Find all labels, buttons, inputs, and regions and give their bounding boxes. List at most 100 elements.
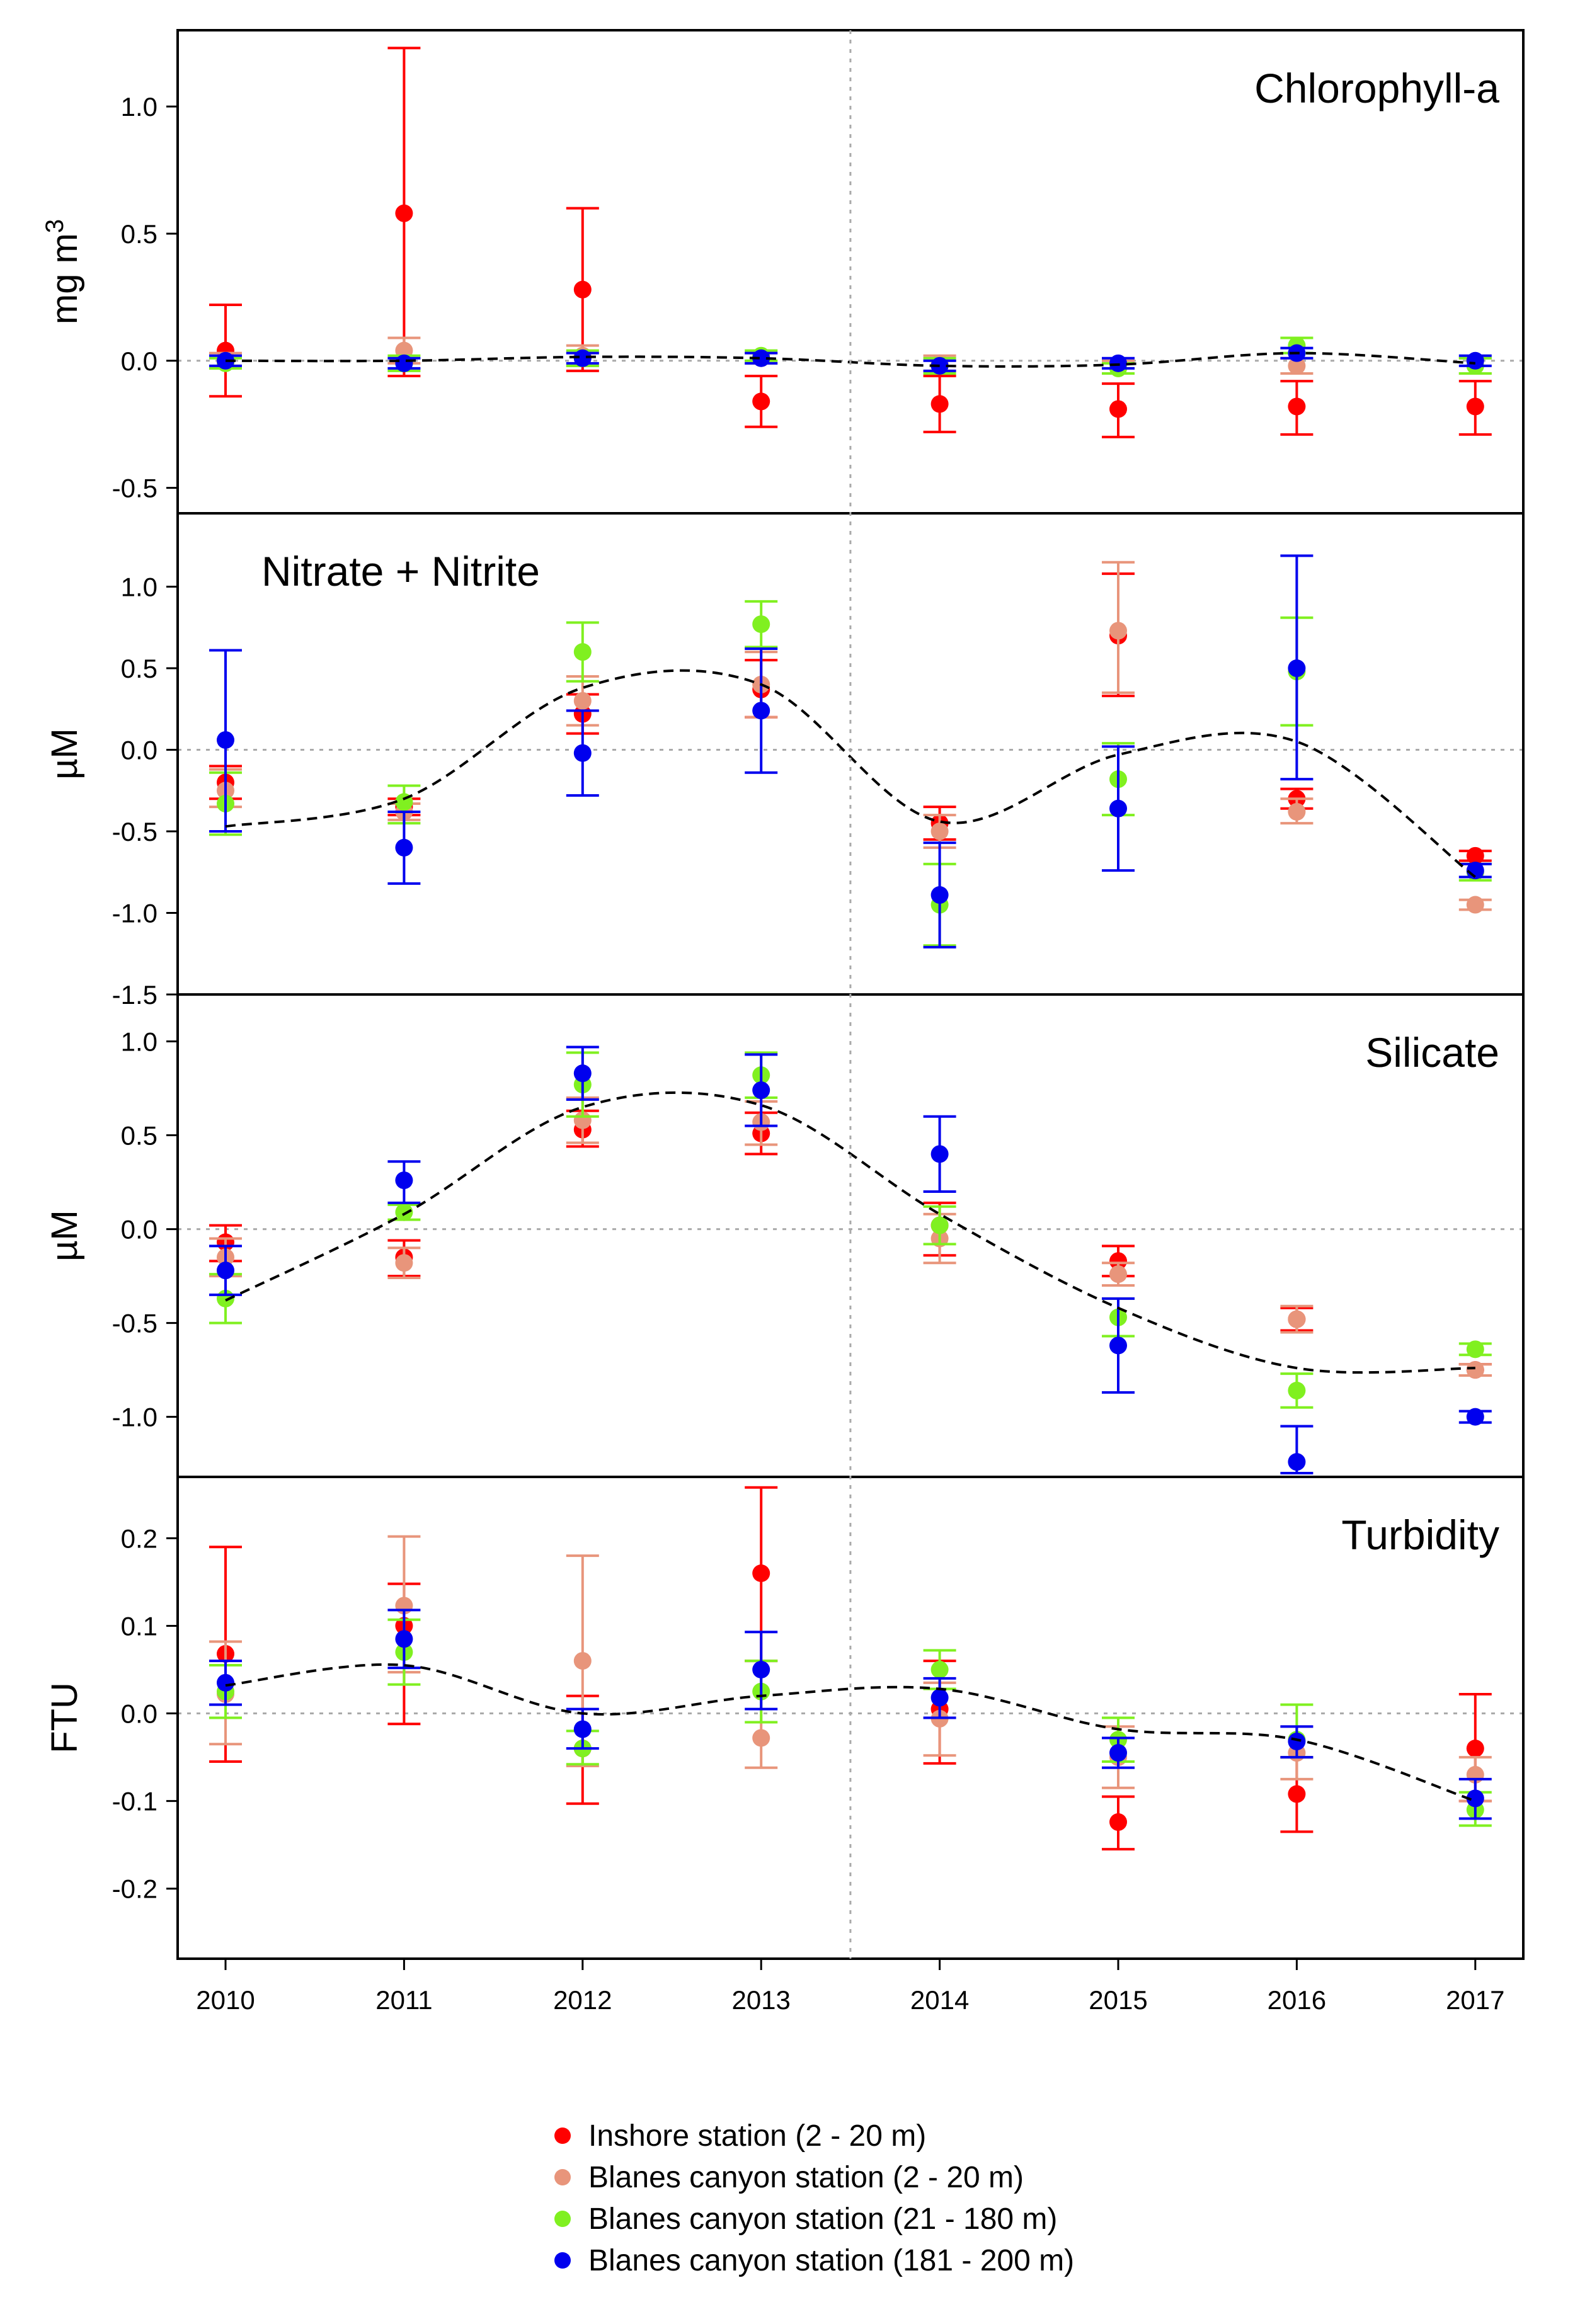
data-point	[1466, 896, 1484, 914]
y-tick-label: 0.5	[121, 654, 157, 683]
data-point	[752, 1729, 770, 1747]
legend-label-inshore: Inshore station (2 - 20 m)	[588, 2119, 927, 2153]
panels-layer: 1.0 0.5 0.0 -0.5 mg m3 Chlorophyll-a 1.0 0.5 0.0…	[41, 29, 1525, 1960]
legend-marker-canyon-21-180	[554, 2211, 571, 2227]
data-point	[1109, 354, 1127, 372]
data-point	[1109, 622, 1127, 640]
data-point	[1109, 1744, 1127, 1762]
panel-title: Silicate	[1365, 1029, 1499, 1076]
data-point	[752, 349, 770, 367]
legend: Inshore station (2 - 20 m) Blanes canyon…	[554, 2115, 1310, 2281]
data-point	[395, 354, 413, 372]
series-2	[209, 561, 1492, 914]
data-point	[217, 731, 234, 749]
data-point	[930, 823, 949, 841]
y-tick-label: 0.0	[121, 1215, 157, 1245]
data-point	[1109, 400, 1127, 418]
data-point	[395, 1203, 413, 1221]
data-point	[1466, 846, 1484, 865]
data-point	[1288, 1310, 1306, 1328]
x-tick-label: 2016	[1268, 1985, 1326, 2015]
y-tick-label: 0.0	[121, 736, 157, 765]
y-axis-label: mg m3	[41, 219, 85, 324]
data-point	[395, 204, 413, 222]
data-point	[930, 395, 949, 413]
data-point	[573, 692, 592, 710]
data-point	[573, 1652, 592, 1670]
y-tick-label: -1.0	[112, 1403, 157, 1432]
series-4	[209, 1045, 1492, 1475]
data-point	[1466, 351, 1484, 370]
legend-label-canyon-21-180: Blanes canyon station (21 - 180 m)	[588, 2202, 1058, 2236]
data-point	[217, 1673, 234, 1692]
y-tick-label: -0.2	[112, 1874, 157, 1904]
y-axis-label-superscript: 3	[41, 219, 69, 233]
series-1	[209, 1109, 1492, 1379]
x-axis: 2010 2011 2012 2013 2014 2015 2016 2017	[196, 1959, 1505, 2015]
panel-frame	[176, 1476, 1525, 1960]
trend-line	[225, 1663, 1476, 1803]
legend-label-canyon-181-200: Blanes canyon station (181 - 200 m)	[588, 2243, 1075, 2277]
data-point	[1466, 1340, 1484, 1359]
data-point	[1109, 799, 1127, 817]
data-point	[1466, 1740, 1484, 1758]
x-tick-label: 2013	[731, 1985, 790, 2015]
data-point	[1109, 1336, 1127, 1355]
data-point	[1109, 1813, 1127, 1831]
panel-title: Chlorophyll-a	[1254, 65, 1499, 111]
data-point	[1288, 356, 1306, 375]
y-tick-label: 1.0	[121, 92, 157, 122]
panel-chlorophyll: 1.0 0.5 0.0 -0.5 mg m3 Chlorophyll-a	[41, 29, 1525, 515]
data-point	[395, 838, 413, 857]
y-tick-label: 1.0	[121, 572, 157, 602]
data-point	[573, 280, 592, 299]
data-point	[217, 1262, 234, 1280]
data-point	[930, 1216, 949, 1234]
data-point	[573, 349, 592, 367]
y-tick-label: 0.1	[121, 1611, 157, 1641]
data-point	[752, 1564, 770, 1582]
y-axis-label: FTU	[44, 1682, 85, 1753]
data-point	[1288, 802, 1306, 821]
data-point	[1466, 397, 1484, 416]
y-tick-label: -1.0	[112, 899, 157, 928]
data-point	[1466, 1361, 1484, 1379]
y-tick-label: -1.5	[112, 980, 157, 1010]
legend-marker-canyon-2-20	[554, 2169, 571, 2185]
legend-label-canyon-2-20: Blanes canyon station (2 - 20 m)	[588, 2160, 1024, 2194]
x-tick-label: 2014	[910, 1985, 969, 2015]
data-point	[1288, 1785, 1306, 1803]
legend-marker-canyon-181-200	[554, 2252, 571, 2269]
data-point	[1109, 1265, 1127, 1284]
series-1	[209, 47, 1492, 438]
data-point	[752, 392, 770, 411]
data-point	[752, 702, 770, 720]
series-3	[209, 600, 1492, 947]
y-axis-label: µM	[44, 728, 85, 780]
data-point	[930, 1145, 949, 1163]
legend-item-canyon-2-20: Blanes canyon station (2 - 20 m)	[554, 2156, 1310, 2198]
data-point	[752, 615, 770, 634]
trend-line	[225, 669, 1477, 879]
panel-title: Nitrate + Nitrite	[261, 548, 540, 595]
y-tick-label: 0.2	[121, 1524, 157, 1553]
data-point	[930, 1689, 949, 1707]
data-point	[395, 1630, 413, 1648]
y-tick-label: -0.5	[112, 817, 157, 846]
data-point	[1288, 659, 1306, 678]
data-point	[930, 1661, 949, 1678]
data-point	[395, 1171, 413, 1190]
data-point	[573, 1064, 592, 1083]
y-tick-label: -0.5	[112, 1309, 157, 1338]
data-point	[395, 1254, 413, 1272]
x-tick-label: 2017	[1446, 1985, 1504, 2015]
y-tick-label: 1.0	[121, 1027, 157, 1057]
data-point	[930, 886, 949, 904]
data-point	[752, 1081, 770, 1100]
legend-item-canyon-181-200: Blanes canyon station (181 - 200 m)	[554, 2240, 1310, 2281]
data-point	[573, 744, 592, 762]
x-tick-label: 2011	[375, 1985, 432, 2015]
x-tick-label: 2012	[553, 1985, 612, 2015]
data-point	[1288, 397, 1306, 416]
y-tick-label: 0.5	[121, 1121, 157, 1151]
